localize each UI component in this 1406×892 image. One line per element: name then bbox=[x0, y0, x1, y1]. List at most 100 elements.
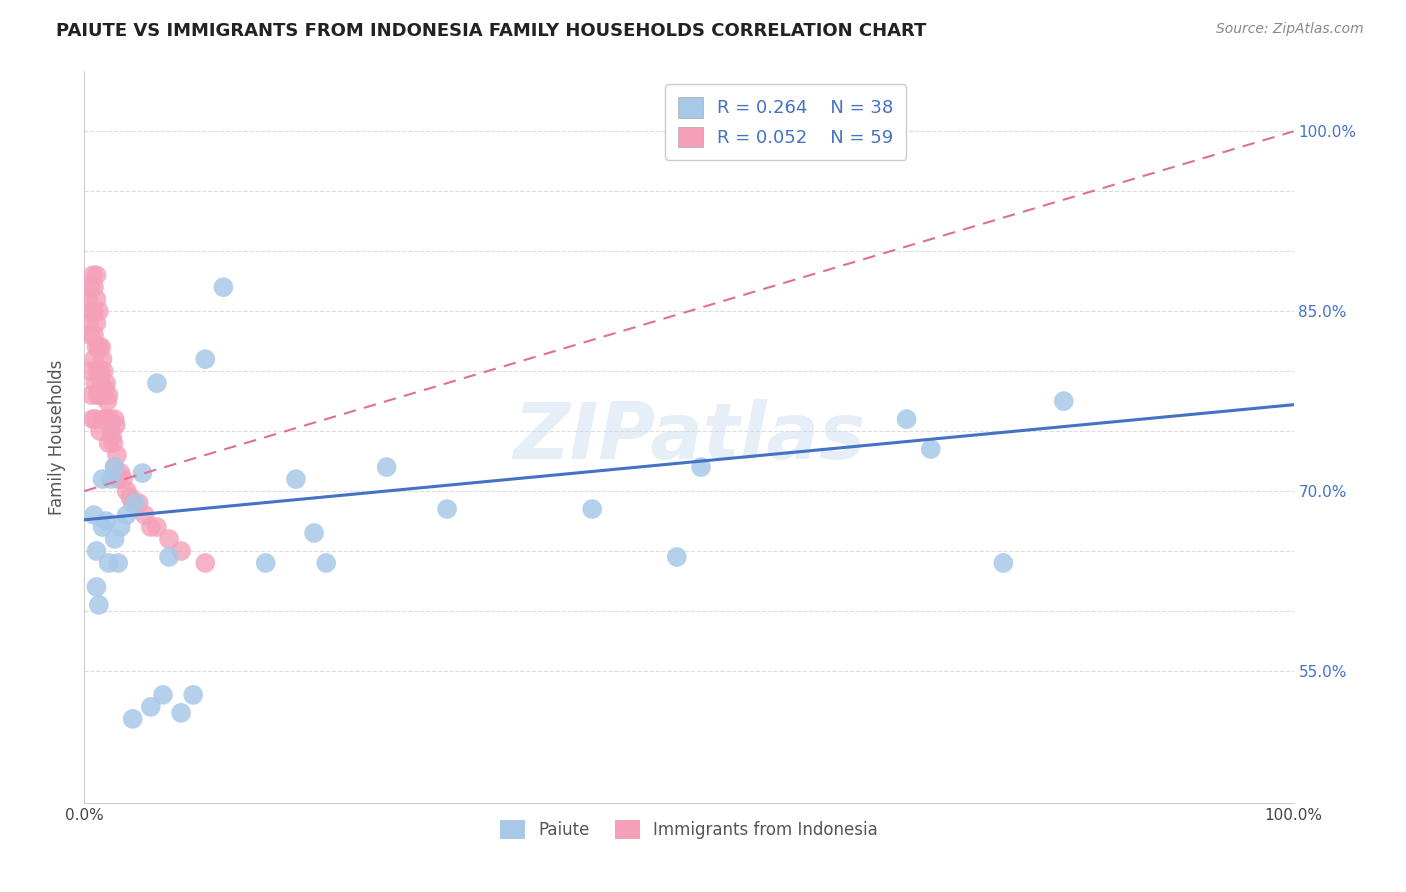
Point bbox=[86, 268, 108, 283]
Point bbox=[920, 442, 942, 456]
Point bbox=[79, 364, 101, 378]
Point bbox=[104, 460, 127, 475]
Point bbox=[993, 556, 1015, 570]
Point bbox=[134, 508, 156, 522]
Point bbox=[94, 514, 117, 528]
Point bbox=[100, 472, 122, 486]
Point bbox=[152, 688, 174, 702]
Point bbox=[86, 316, 108, 330]
Point bbox=[157, 532, 180, 546]
Point bbox=[91, 472, 114, 486]
Point bbox=[120, 490, 142, 504]
Point bbox=[146, 520, 169, 534]
Point bbox=[80, 388, 103, 402]
Point bbox=[89, 424, 111, 438]
Point bbox=[112, 472, 135, 486]
Point bbox=[87, 340, 110, 354]
Point bbox=[80, 304, 103, 318]
Point bbox=[84, 412, 107, 426]
Text: Source: ZipAtlas.com: Source: ZipAtlas.com bbox=[1216, 22, 1364, 37]
Point bbox=[181, 688, 204, 702]
Point bbox=[124, 496, 146, 510]
Point bbox=[104, 460, 127, 475]
Point bbox=[94, 376, 117, 391]
Point bbox=[82, 268, 104, 283]
Point bbox=[157, 549, 180, 564]
Point bbox=[121, 712, 143, 726]
Point bbox=[139, 699, 162, 714]
Point bbox=[436, 502, 458, 516]
Point bbox=[128, 496, 150, 510]
Point bbox=[581, 502, 603, 516]
Point bbox=[96, 394, 118, 409]
Point bbox=[94, 412, 117, 426]
Point bbox=[94, 382, 117, 396]
Point bbox=[115, 483, 138, 498]
Point bbox=[375, 460, 398, 475]
Point bbox=[89, 388, 111, 402]
Point bbox=[86, 580, 108, 594]
Point bbox=[84, 376, 107, 391]
Point bbox=[86, 544, 108, 558]
Point bbox=[110, 520, 132, 534]
Point bbox=[100, 424, 122, 438]
Point bbox=[77, 316, 100, 330]
Point bbox=[89, 364, 111, 378]
Point bbox=[105, 448, 128, 462]
Point bbox=[107, 556, 129, 570]
Point bbox=[91, 520, 114, 534]
Point bbox=[315, 556, 337, 570]
Point bbox=[107, 472, 129, 486]
Point bbox=[77, 292, 100, 306]
Point bbox=[170, 544, 193, 558]
Point bbox=[93, 364, 115, 378]
Point bbox=[87, 598, 110, 612]
Point bbox=[665, 549, 688, 564]
Point bbox=[86, 292, 108, 306]
Point bbox=[83, 280, 105, 294]
Point bbox=[254, 556, 277, 570]
Point bbox=[131, 466, 153, 480]
Text: ZIPatlas: ZIPatlas bbox=[513, 399, 865, 475]
Point bbox=[83, 508, 105, 522]
Point bbox=[302, 526, 325, 541]
Point bbox=[194, 352, 217, 367]
Point bbox=[83, 304, 105, 318]
Point bbox=[86, 340, 108, 354]
Point bbox=[87, 304, 110, 318]
Point bbox=[104, 532, 127, 546]
Point bbox=[79, 280, 101, 294]
Point bbox=[90, 376, 112, 391]
Point bbox=[139, 520, 162, 534]
Point bbox=[98, 412, 121, 426]
Point bbox=[212, 280, 235, 294]
Point bbox=[170, 706, 193, 720]
Point bbox=[104, 412, 127, 426]
Point bbox=[103, 436, 125, 450]
Point bbox=[91, 352, 114, 367]
Point bbox=[110, 466, 132, 480]
Point bbox=[83, 328, 105, 343]
Point bbox=[93, 412, 115, 426]
Point bbox=[115, 508, 138, 522]
Point bbox=[101, 430, 124, 444]
Point bbox=[86, 388, 108, 402]
Point bbox=[1053, 394, 1076, 409]
Point bbox=[91, 388, 114, 402]
Point bbox=[146, 376, 169, 391]
Point bbox=[97, 388, 120, 402]
Point bbox=[97, 556, 120, 570]
Point bbox=[690, 460, 713, 475]
Point bbox=[90, 340, 112, 354]
Point bbox=[86, 364, 108, 378]
Legend: Paiute, Immigrants from Indonesia: Paiute, Immigrants from Indonesia bbox=[494, 814, 884, 846]
Point bbox=[104, 418, 127, 433]
Point bbox=[121, 496, 143, 510]
Point bbox=[97, 436, 120, 450]
Point bbox=[83, 352, 105, 367]
Point bbox=[284, 472, 308, 486]
Point bbox=[79, 328, 101, 343]
Text: PAIUTE VS IMMIGRANTS FROM INDONESIA FAMILY HOUSEHOLDS CORRELATION CHART: PAIUTE VS IMMIGRANTS FROM INDONESIA FAMI… bbox=[56, 22, 927, 40]
Point bbox=[82, 412, 104, 426]
Y-axis label: Family Households: Family Households bbox=[48, 359, 66, 515]
